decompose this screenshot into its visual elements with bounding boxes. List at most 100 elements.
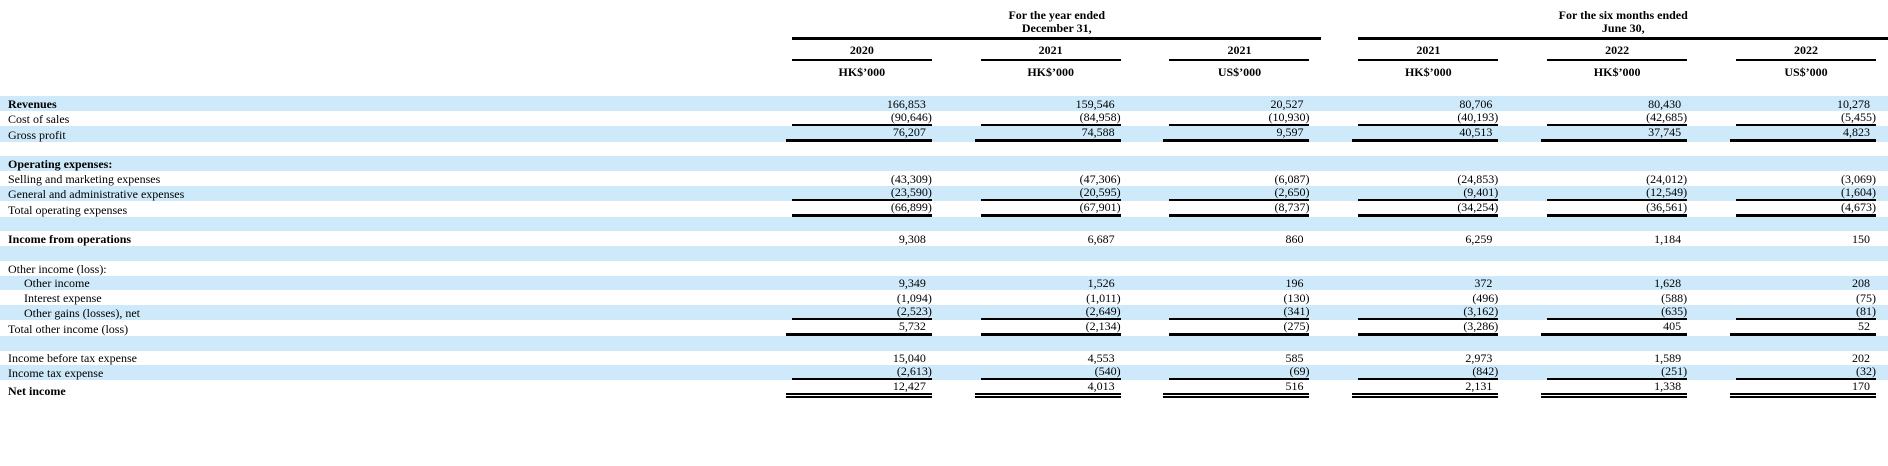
table-row: Selling and marketing expenses (43,309) (4…: [0, 171, 1888, 186]
cell-value: 12,427: [785, 380, 932, 399]
value-cell: [1321, 336, 1510, 351]
cell-value: (3,286): [1358, 320, 1499, 336]
group-title-line1: For the six months ended: [1558, 8, 1688, 22]
table-row: Income from operations 9,308 6,687 860 6,259…: [0, 231, 1888, 246]
unit-header: HK$’000: [838, 65, 886, 79]
cell-value: 80,706: [1459, 96, 1493, 111]
spacer-row: [0, 142, 1888, 157]
group-header-year-ended: For the year ended December 31,: [755, 0, 1322, 40]
row-label: Total other income (loss): [8, 321, 129, 336]
cell-value: (10,930): [1169, 111, 1310, 126]
cell-value: (9,401): [1358, 186, 1499, 201]
cell-value: (275): [1169, 320, 1310, 336]
cell-value: 6,259: [1465, 232, 1493, 247]
row-label: Interest expense: [24, 290, 102, 305]
value-cell: (588): [1510, 290, 1699, 305]
value-cell: (2,134): [944, 320, 1133, 336]
table-row: Total other income (loss) 5,732 (2,134) (27…: [0, 320, 1888, 336]
value-cell: [1510, 336, 1699, 351]
row-label: Income from operations: [8, 232, 132, 247]
cell-value: (8,737): [1169, 201, 1310, 217]
unit-header: HK$’000: [1027, 65, 1074, 79]
cell-value: (540): [980, 365, 1121, 381]
cell-value: (84,958): [980, 111, 1121, 126]
value-cell: [755, 336, 944, 351]
value-cell: [1510, 217, 1699, 232]
value-cell: 208: [1699, 276, 1888, 291]
cell-value: 9,308: [898, 232, 926, 247]
value-cell: 202: [1699, 351, 1888, 366]
row-label: Total operating expenses: [8, 202, 128, 217]
cell-value: (4,673): [1736, 201, 1876, 217]
cell-value: 76,207: [785, 126, 932, 142]
table-header: For the year ended December 31, For the …: [0, 0, 1888, 96]
cell-value: (1,604): [1736, 186, 1876, 201]
value-cell: [1510, 142, 1699, 157]
table-row: Other income 9,349 1,526 196 372 1,628 208: [0, 275, 1888, 291]
table-row: Gross profit 76,207 74,588 9,597 40,513 37,74…: [0, 125, 1888, 142]
row-label: Other income (loss):: [8, 261, 107, 276]
value-cell: (5,455): [1699, 111, 1888, 126]
value-cell: 80,430: [1510, 96, 1699, 111]
value-cell: 4,013: [944, 380, 1133, 399]
value-cell: 166,853: [755, 96, 944, 111]
row-label: Selling and marketing expenses: [8, 171, 161, 186]
value-cell: (69): [1133, 365, 1322, 381]
value-cell: (2,649): [944, 305, 1133, 320]
cell-value: 150: [1852, 232, 1870, 247]
value-cell: (34,254): [1321, 201, 1510, 217]
value-cell: (47,306): [944, 171, 1133, 186]
value-cell: (24,853): [1321, 171, 1510, 186]
value-cell: 74,588: [944, 126, 1133, 142]
value-cell: (67,901): [944, 201, 1133, 217]
cell-value: 52: [1730, 320, 1876, 336]
value-cell: (43,309): [755, 171, 944, 186]
value-cell: (10,930): [1133, 111, 1322, 126]
value-cell: 2,973: [1321, 351, 1510, 366]
value-cell: (1,604): [1699, 186, 1888, 201]
value-cell: (496): [1321, 290, 1510, 305]
value-cell: (40,193): [1321, 111, 1510, 126]
cell-value: (67,901): [980, 201, 1121, 217]
cell-value: (75): [1856, 290, 1876, 305]
value-cell: (4,673): [1699, 201, 1888, 217]
cell-value: (635): [1547, 305, 1688, 320]
value-cell: 4,553: [944, 351, 1133, 366]
cell-value: (2,649): [980, 305, 1121, 320]
value-cell: 76,207: [755, 126, 944, 142]
year-header: 2021: [1133, 40, 1322, 61]
row-label: [0, 336, 755, 351]
group-title: For the six months ended June 30,: [1358, 9, 1888, 40]
value-cell: (12,549): [1510, 186, 1699, 201]
spacer-row: [0, 246, 1888, 261]
unit-header: US$’000: [1217, 65, 1262, 79]
value-cell: (32): [1699, 365, 1888, 381]
year-header: 2022: [1510, 40, 1699, 61]
row-label: Cost of sales: [8, 111, 70, 126]
value-cell: [944, 156, 1133, 171]
value-cell: [1699, 217, 1888, 232]
table-row: Other income (loss):: [0, 261, 1888, 276]
cell-value: (251): [1547, 365, 1688, 381]
cell-value: 37,745: [1541, 126, 1688, 142]
value-cell: [944, 336, 1133, 351]
cell-value: (90,646): [791, 111, 932, 126]
cell-value: 2,131: [1352, 380, 1499, 399]
value-cell: (130): [1133, 290, 1322, 305]
year-header: 2021: [1321, 40, 1510, 61]
value-cell: (36,561): [1510, 201, 1699, 217]
value-cell: (75): [1699, 290, 1888, 305]
cell-value: (34,254): [1358, 201, 1499, 217]
value-cell: [1321, 246, 1510, 261]
value-cell: (90,646): [755, 111, 944, 126]
cell-value: (341): [1169, 305, 1310, 320]
value-cell: 2,131: [1321, 380, 1510, 399]
row-label: Other income: [24, 276, 90, 291]
row-label: Operating expenses:: [8, 157, 113, 172]
cell-value: 9,349: [898, 276, 926, 291]
row-label: Income tax expense: [8, 366, 104, 381]
value-cell: (635): [1510, 305, 1699, 320]
value-cell: [1699, 156, 1888, 171]
cell-value: (12,549): [1547, 186, 1688, 201]
cell-value: (24,853): [1457, 171, 1499, 186]
